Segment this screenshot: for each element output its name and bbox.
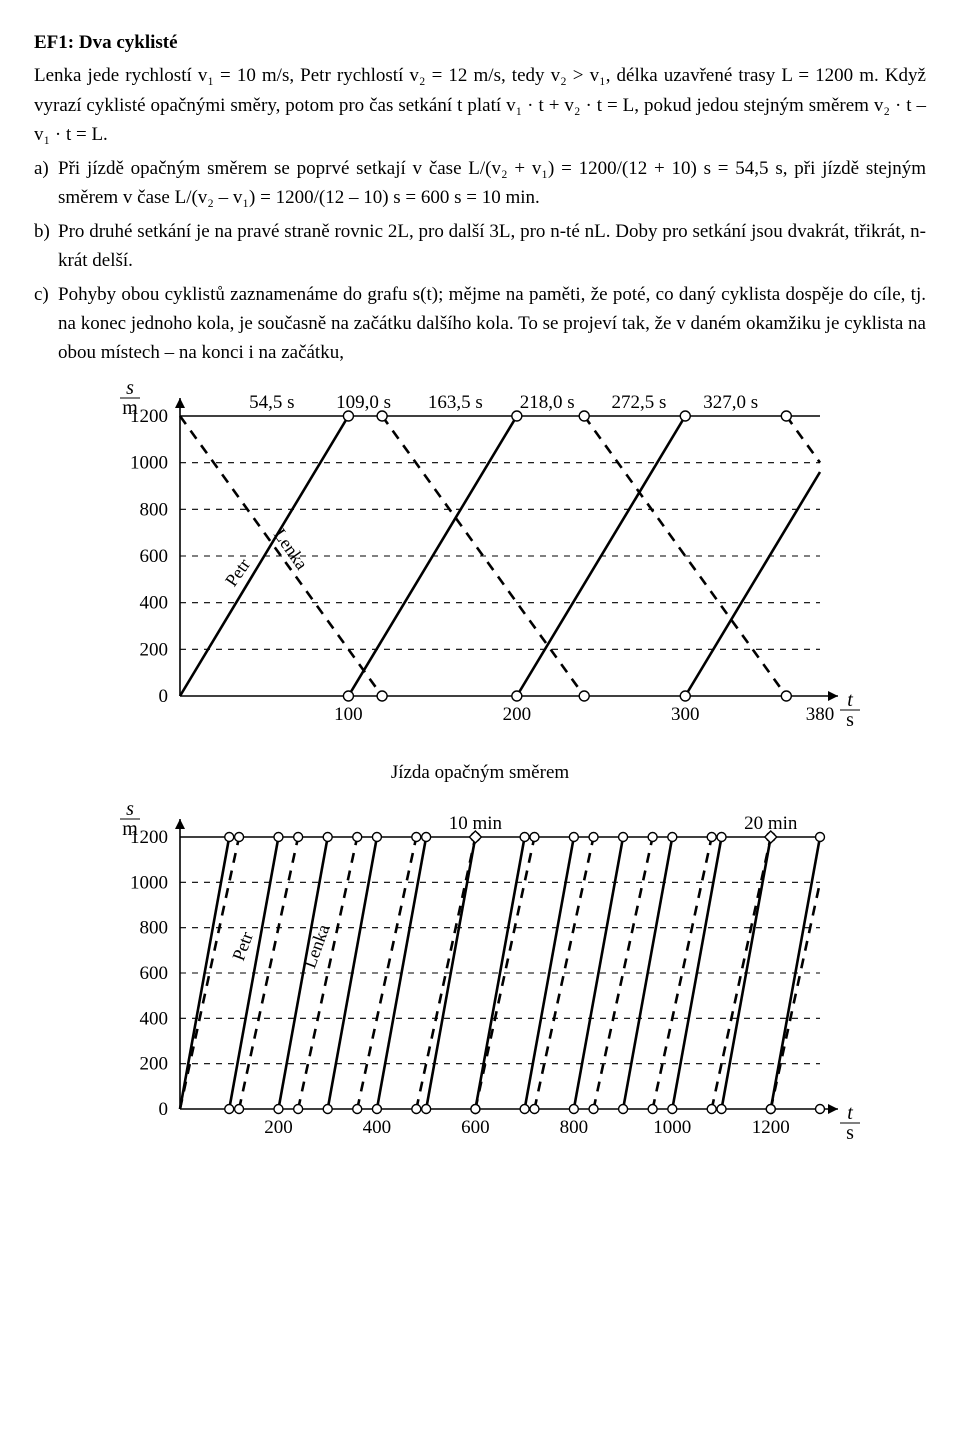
svg-text:s: s [846,1122,854,1144]
svg-text:Lenka: Lenka [299,922,333,971]
page-title: EF1: Dva cyklisté [34,28,926,57]
svg-text:10 min: 10 min [449,813,503,834]
item-a: a) Při jízdě opačným směrem se poprvé se… [34,154,926,213]
item-a-body: Při jízdě opačným směrem se poprvé setka… [58,154,926,213]
chart-opposite-direction: 020040060080010001200100200300380smts54,… [70,378,890,748]
svg-text:200: 200 [140,1054,169,1075]
svg-text:272,5 s: 272,5 s [611,392,666,413]
svg-text:Petr: Petr [221,555,254,590]
svg-text:t: t [847,1102,853,1124]
svg-text:100: 100 [334,704,363,725]
para-intro: Lenka jede rychlostí v₁ = 10 m/s, Petr r… [34,61,926,149]
svg-text:m: m [122,397,138,419]
chart-same-direction: 0200400600800100012002004006008001000120… [70,801,890,1161]
item-c: c) Pohyby obou cyklistů zaznamenáme do g… [34,280,926,368]
svg-text:218,0 s: 218,0 s [520,392,575,413]
svg-text:200: 200 [503,704,532,725]
svg-text:109,0 s: 109,0 s [336,392,391,413]
item-b-marker: b) [34,217,58,276]
svg-text:1000: 1000 [130,873,168,894]
svg-text:20 min: 20 min [744,813,798,834]
item-a-marker: a) [34,154,58,213]
svg-text:800: 800 [140,918,169,939]
svg-text:1000: 1000 [130,452,168,473]
item-b: b) Pro druhé setkání je na pravé straně … [34,217,926,276]
svg-text:600: 600 [461,1117,490,1138]
svg-text:m: m [122,818,138,840]
item-c-body: Pohyby obou cyklistů zaznamenáme do graf… [58,280,926,368]
svg-text:600: 600 [140,546,169,567]
svg-text:s: s [126,378,134,399]
svg-text:800: 800 [140,499,169,520]
svg-text:1000: 1000 [653,1117,691,1138]
svg-text:400: 400 [140,1009,169,1030]
svg-text:s: s [846,709,854,731]
svg-text:1200: 1200 [752,1117,790,1138]
svg-text:300: 300 [671,704,700,725]
svg-text:380: 380 [806,704,835,725]
item-c-marker: c) [34,280,58,368]
svg-text:0: 0 [159,1099,169,1120]
svg-text:200: 200 [264,1117,293,1138]
svg-text:54,5 s: 54,5 s [249,392,294,413]
svg-text:400: 400 [363,1117,392,1138]
item-b-body: Pro druhé setkání je na pravé straně rov… [58,217,926,276]
svg-text:327,0 s: 327,0 s [703,392,758,413]
svg-text:t: t [847,689,853,711]
svg-text:163,5 s: 163,5 s [428,392,483,413]
chart1-caption: Jízda opačným směrem [34,758,926,787]
svg-text:200: 200 [140,639,169,660]
svg-text:800: 800 [560,1117,589,1138]
svg-text:Petr: Petr [228,929,257,963]
svg-text:400: 400 [140,592,169,613]
svg-text:0: 0 [159,686,169,707]
svg-text:600: 600 [140,963,169,984]
